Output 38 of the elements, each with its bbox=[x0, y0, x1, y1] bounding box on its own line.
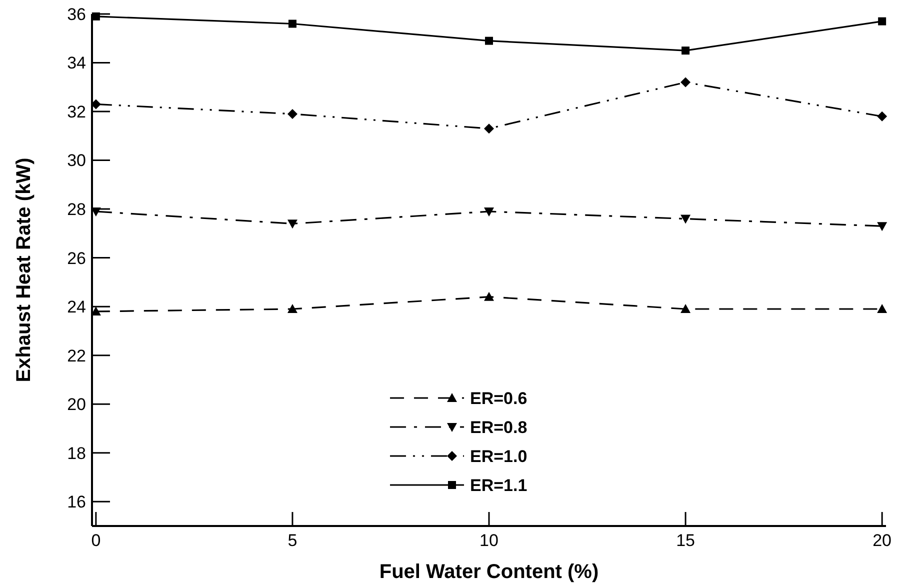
x-tick-label: 15 bbox=[676, 531, 695, 550]
y-tick-label: 18 bbox=[67, 444, 86, 463]
point bbox=[680, 304, 691, 314]
legend-label: ER=0.8 bbox=[470, 418, 528, 437]
x-tick-label: 20 bbox=[872, 531, 892, 550]
point bbox=[288, 20, 296, 28]
point bbox=[484, 124, 494, 134]
y-tick-label: 26 bbox=[67, 248, 86, 268]
x-tick-label: 5 bbox=[288, 531, 298, 550]
point bbox=[287, 304, 298, 314]
point bbox=[680, 77, 691, 88]
point bbox=[484, 207, 494, 216]
point bbox=[287, 220, 298, 229]
point bbox=[485, 36, 493, 45]
y-tick-label: 36 bbox=[67, 4, 86, 24]
x-axis-title: Fuel Water Content (%) bbox=[379, 561, 599, 583]
y-tick-label: 30 bbox=[67, 151, 86, 170]
point bbox=[680, 214, 691, 224]
legend-label: ER=1.0 bbox=[470, 446, 528, 466]
point bbox=[877, 222, 888, 232]
legend-label: ER=1.1 bbox=[470, 476, 528, 495]
y-axis-title: Exhaust Heat Rate (kW) bbox=[13, 158, 35, 382]
point bbox=[287, 108, 298, 119]
y-tick-label: 20 bbox=[67, 395, 86, 414]
point bbox=[484, 292, 494, 301]
point bbox=[682, 46, 690, 55]
y-tick-label: 16 bbox=[67, 492, 86, 512]
y-tick-label: 32 bbox=[67, 102, 86, 122]
y-tick-label: 28 bbox=[67, 200, 86, 219]
y-tick-label: 24 bbox=[67, 298, 86, 317]
legend-label: ER=0.6 bbox=[470, 388, 528, 408]
y-tick-label: 34 bbox=[67, 54, 86, 73]
y-tick-label: 22 bbox=[67, 346, 86, 366]
x-tick-label: 10 bbox=[480, 531, 498, 550]
point bbox=[877, 111, 888, 122]
point bbox=[878, 17, 886, 26]
x-tick-label: 0 bbox=[91, 531, 101, 550]
point bbox=[877, 304, 888, 314]
